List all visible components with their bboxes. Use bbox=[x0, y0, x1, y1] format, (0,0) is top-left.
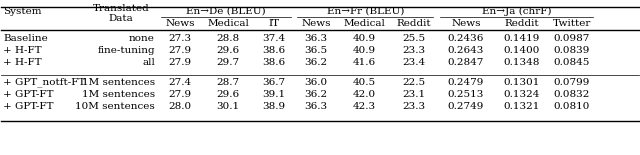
Text: News: News bbox=[451, 19, 481, 28]
Text: 23.3: 23.3 bbox=[402, 102, 425, 111]
Text: 42.0: 42.0 bbox=[353, 90, 376, 99]
Text: fine-tuning: fine-tuning bbox=[97, 46, 155, 55]
Text: 0.2749: 0.2749 bbox=[448, 102, 484, 111]
Text: System: System bbox=[3, 7, 42, 16]
Text: 36.2: 36.2 bbox=[305, 58, 328, 67]
Text: 39.1: 39.1 bbox=[262, 90, 285, 99]
Text: 36.5: 36.5 bbox=[305, 46, 328, 55]
Text: 25.5: 25.5 bbox=[402, 34, 425, 43]
Text: 23.1: 23.1 bbox=[402, 90, 425, 99]
Text: 40.5: 40.5 bbox=[353, 78, 376, 87]
Text: 36.3: 36.3 bbox=[305, 34, 328, 43]
Text: 29.7: 29.7 bbox=[217, 58, 240, 67]
Text: 36.0: 36.0 bbox=[305, 78, 328, 87]
Text: 29.6: 29.6 bbox=[217, 46, 240, 55]
Text: 0.1348: 0.1348 bbox=[503, 58, 540, 67]
Text: 0.0832: 0.0832 bbox=[554, 90, 590, 99]
Text: 0.2643: 0.2643 bbox=[448, 46, 484, 55]
Text: 28.7: 28.7 bbox=[217, 78, 240, 87]
Text: 40.9: 40.9 bbox=[353, 46, 376, 55]
Text: Medical: Medical bbox=[344, 19, 385, 28]
Text: 10M sentences: 10M sentences bbox=[76, 102, 155, 111]
Text: 0.1324: 0.1324 bbox=[503, 90, 540, 99]
Text: 1M sentences: 1M sentences bbox=[82, 90, 155, 99]
Text: 0.2513: 0.2513 bbox=[448, 90, 484, 99]
Text: 23.3: 23.3 bbox=[402, 46, 425, 55]
Text: 0.0987: 0.0987 bbox=[554, 34, 590, 43]
Text: Twitter: Twitter bbox=[553, 19, 591, 28]
Text: News: News bbox=[301, 19, 331, 28]
Text: 27.9: 27.9 bbox=[168, 58, 191, 67]
Text: + H-FT: + H-FT bbox=[3, 58, 42, 67]
Text: 1M sentences: 1M sentences bbox=[82, 78, 155, 87]
Text: 40.9: 40.9 bbox=[353, 34, 376, 43]
Text: News: News bbox=[165, 19, 195, 28]
Text: 28.8: 28.8 bbox=[217, 34, 240, 43]
Text: + GPT-FT: + GPT-FT bbox=[3, 90, 54, 99]
Text: 38.6: 38.6 bbox=[262, 58, 285, 67]
Text: Translated
Data: Translated Data bbox=[93, 4, 149, 23]
Text: + GPT_notft-FT: + GPT_notft-FT bbox=[3, 78, 86, 87]
Text: 42.3: 42.3 bbox=[353, 102, 376, 111]
Text: En→Ja (chrF): En→Ja (chrF) bbox=[482, 7, 551, 16]
Text: 0.1400: 0.1400 bbox=[503, 46, 540, 55]
Text: 27.3: 27.3 bbox=[168, 34, 191, 43]
Text: 0.2847: 0.2847 bbox=[448, 58, 484, 67]
Text: 27.9: 27.9 bbox=[168, 90, 191, 99]
Text: En→Fr (BLEU): En→Fr (BLEU) bbox=[326, 7, 404, 16]
Text: 30.1: 30.1 bbox=[217, 102, 240, 111]
Text: 38.6: 38.6 bbox=[262, 46, 285, 55]
Text: 0.0799: 0.0799 bbox=[554, 78, 590, 87]
Text: 41.6: 41.6 bbox=[353, 58, 376, 67]
Text: 0.1301: 0.1301 bbox=[503, 78, 540, 87]
Text: + H-FT: + H-FT bbox=[3, 46, 42, 55]
Text: 36.7: 36.7 bbox=[262, 78, 285, 87]
Text: 0.0845: 0.0845 bbox=[554, 58, 590, 67]
Text: IT: IT bbox=[269, 19, 280, 28]
Text: all: all bbox=[142, 58, 155, 67]
Text: 0.1321: 0.1321 bbox=[503, 102, 540, 111]
Text: 0.2479: 0.2479 bbox=[448, 78, 484, 87]
Text: Reddit: Reddit bbox=[504, 19, 539, 28]
Text: + GPT-FT: + GPT-FT bbox=[3, 102, 54, 111]
Text: 0.2436: 0.2436 bbox=[448, 34, 484, 43]
Text: 0.0839: 0.0839 bbox=[554, 46, 590, 55]
Text: 27.9: 27.9 bbox=[168, 46, 191, 55]
Text: 23.4: 23.4 bbox=[402, 58, 425, 67]
Text: 37.4: 37.4 bbox=[262, 34, 285, 43]
Text: none: none bbox=[129, 34, 155, 43]
Text: 0.1419: 0.1419 bbox=[503, 34, 540, 43]
Text: 0.0810: 0.0810 bbox=[554, 102, 590, 111]
Text: En→De (BLEU): En→De (BLEU) bbox=[186, 7, 266, 16]
Text: Reddit: Reddit bbox=[396, 19, 431, 28]
Text: 22.5: 22.5 bbox=[402, 78, 425, 87]
Text: 36.3: 36.3 bbox=[305, 102, 328, 111]
Text: 27.4: 27.4 bbox=[168, 78, 191, 87]
Text: 28.0: 28.0 bbox=[168, 102, 191, 111]
Text: 38.9: 38.9 bbox=[262, 102, 285, 111]
Text: 29.6: 29.6 bbox=[217, 90, 240, 99]
Text: 36.2: 36.2 bbox=[305, 90, 328, 99]
Text: Medical: Medical bbox=[207, 19, 249, 28]
Text: Baseline: Baseline bbox=[3, 34, 48, 43]
